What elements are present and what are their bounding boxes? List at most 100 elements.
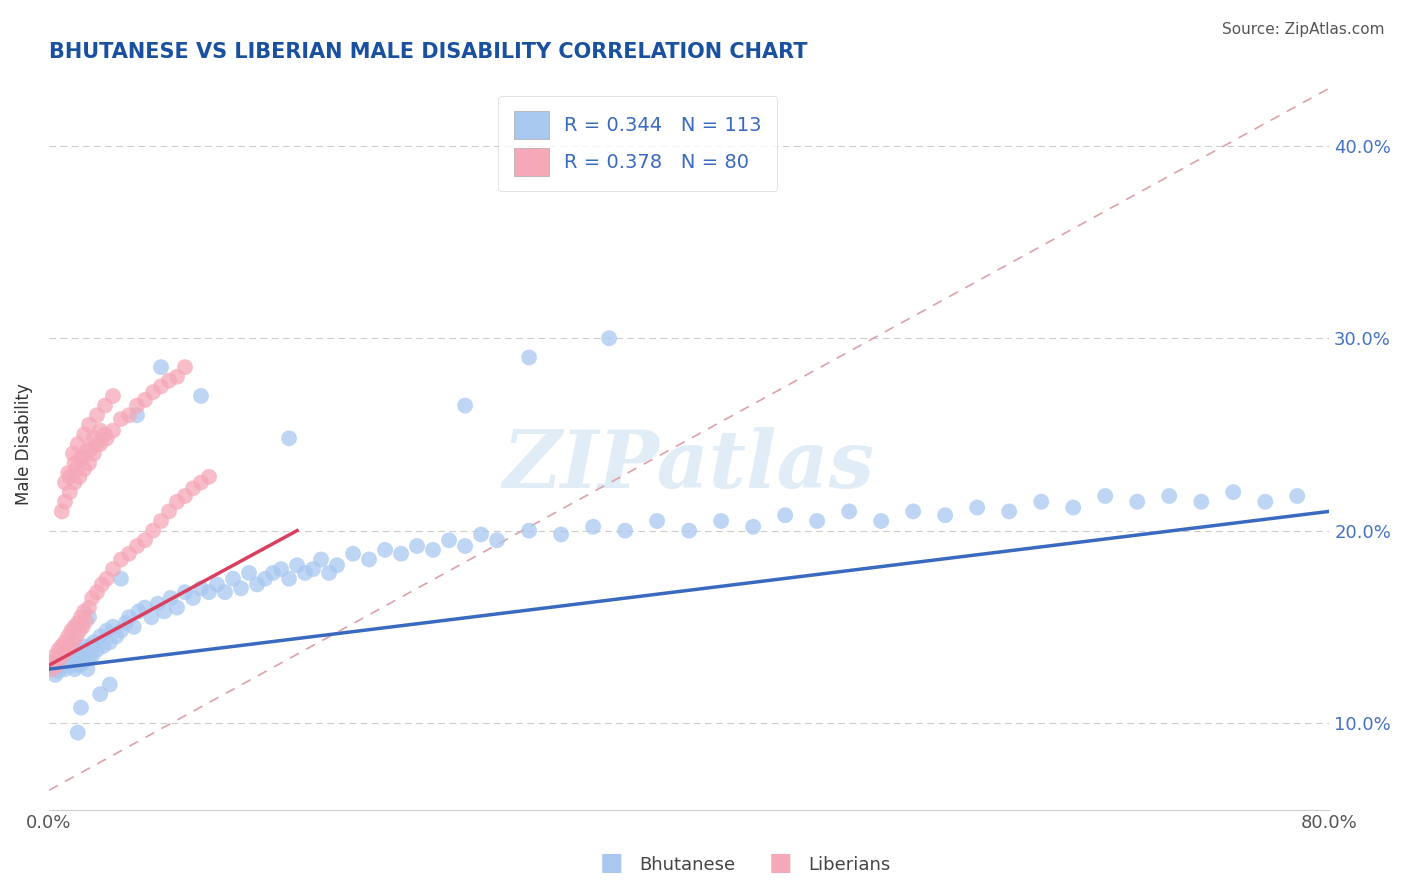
Point (63, 456, 86, 470)
Point (73, 462, 96, 476)
Point (150, 360, 173, 375)
Point (253, 572, 276, 586)
Point (77, 610, 100, 624)
Point (517, 524, 540, 538)
Point (1126, 495, 1149, 509)
Point (222, 572, 245, 586)
Point (309, 552, 332, 566)
Point (870, 514, 893, 528)
Point (76, 442, 98, 457)
Point (94, 399, 117, 413)
Point (55, 643, 77, 657)
Point (67, 624, 90, 638)
Text: ■: ■ (769, 851, 792, 875)
Point (934, 508, 956, 523)
Point (79, 442, 101, 457)
Point (70, 700, 93, 714)
Point (96, 431, 118, 445)
Point (66, 643, 89, 657)
Point (238, 566, 260, 580)
Point (53, 495, 76, 509)
Point (122, 620, 145, 634)
Point (59, 650, 82, 665)
Point (44, 648, 66, 663)
Point (517, 351, 540, 365)
Point (150, 379, 173, 393)
Point (157, 374, 180, 388)
Point (60, 658, 83, 673)
Text: Liberians: Liberians (808, 855, 890, 873)
Point (901, 504, 924, 518)
Point (42, 662, 65, 676)
Point (62, 447, 84, 461)
Point (125, 539, 148, 553)
Point (406, 539, 429, 553)
Point (118, 547, 141, 561)
Point (357, 552, 380, 566)
Point (118, 408, 141, 422)
Point (614, 524, 637, 538)
Point (52, 647, 75, 661)
Point (101, 389, 124, 403)
Point (65, 462, 87, 476)
Point (53, 475, 76, 490)
Point (73, 427, 96, 442)
Point (1094, 489, 1116, 503)
Point (141, 610, 163, 624)
Point (422, 542, 444, 557)
Point (65, 629, 87, 643)
Point (62, 633, 84, 648)
Point (998, 504, 1021, 518)
Point (48, 664, 70, 678)
Point (55, 648, 77, 663)
Point (72, 639, 94, 653)
Point (246, 577, 269, 591)
Point (83, 447, 105, 461)
Point (77, 600, 100, 615)
Point (79, 639, 101, 653)
Point (73, 604, 96, 618)
Point (318, 566, 340, 580)
Point (77, 417, 100, 432)
Text: BHUTANESE VS LIBERIAN MALE DISABILITY CORRELATION CHART: BHUTANESE VS LIBERIAN MALE DISABILITY CO… (49, 42, 807, 62)
Point (59, 485, 82, 500)
Point (389, 547, 412, 561)
Point (174, 360, 197, 375)
Point (89, 687, 111, 701)
Point (105, 629, 128, 643)
Point (205, 577, 228, 591)
Point (75, 614, 97, 628)
Point (454, 539, 477, 553)
Point (86, 408, 108, 422)
Point (65, 652, 87, 666)
Point (89, 629, 111, 643)
Point (128, 604, 150, 618)
Point (181, 481, 204, 495)
Point (198, 469, 221, 483)
Point (125, 399, 148, 413)
Point (41, 662, 63, 676)
Point (966, 500, 988, 515)
Point (96, 624, 118, 638)
Point (645, 514, 668, 528)
Point (63, 662, 86, 676)
Point (72, 620, 94, 634)
Point (198, 585, 221, 599)
Point (82, 648, 104, 663)
Point (114, 615, 136, 630)
Point (66, 725, 89, 739)
Point (294, 566, 316, 580)
Point (62, 647, 84, 661)
Point (326, 558, 349, 573)
Text: Source: ZipAtlas.com: Source: ZipAtlas.com (1222, 22, 1385, 37)
Point (278, 431, 301, 445)
Point (190, 475, 212, 490)
Point (86, 585, 108, 599)
Point (134, 533, 156, 548)
Point (77, 456, 100, 470)
Point (582, 520, 605, 534)
Point (142, 524, 165, 538)
Point (70, 610, 93, 624)
Point (98, 677, 121, 691)
Point (470, 527, 492, 541)
